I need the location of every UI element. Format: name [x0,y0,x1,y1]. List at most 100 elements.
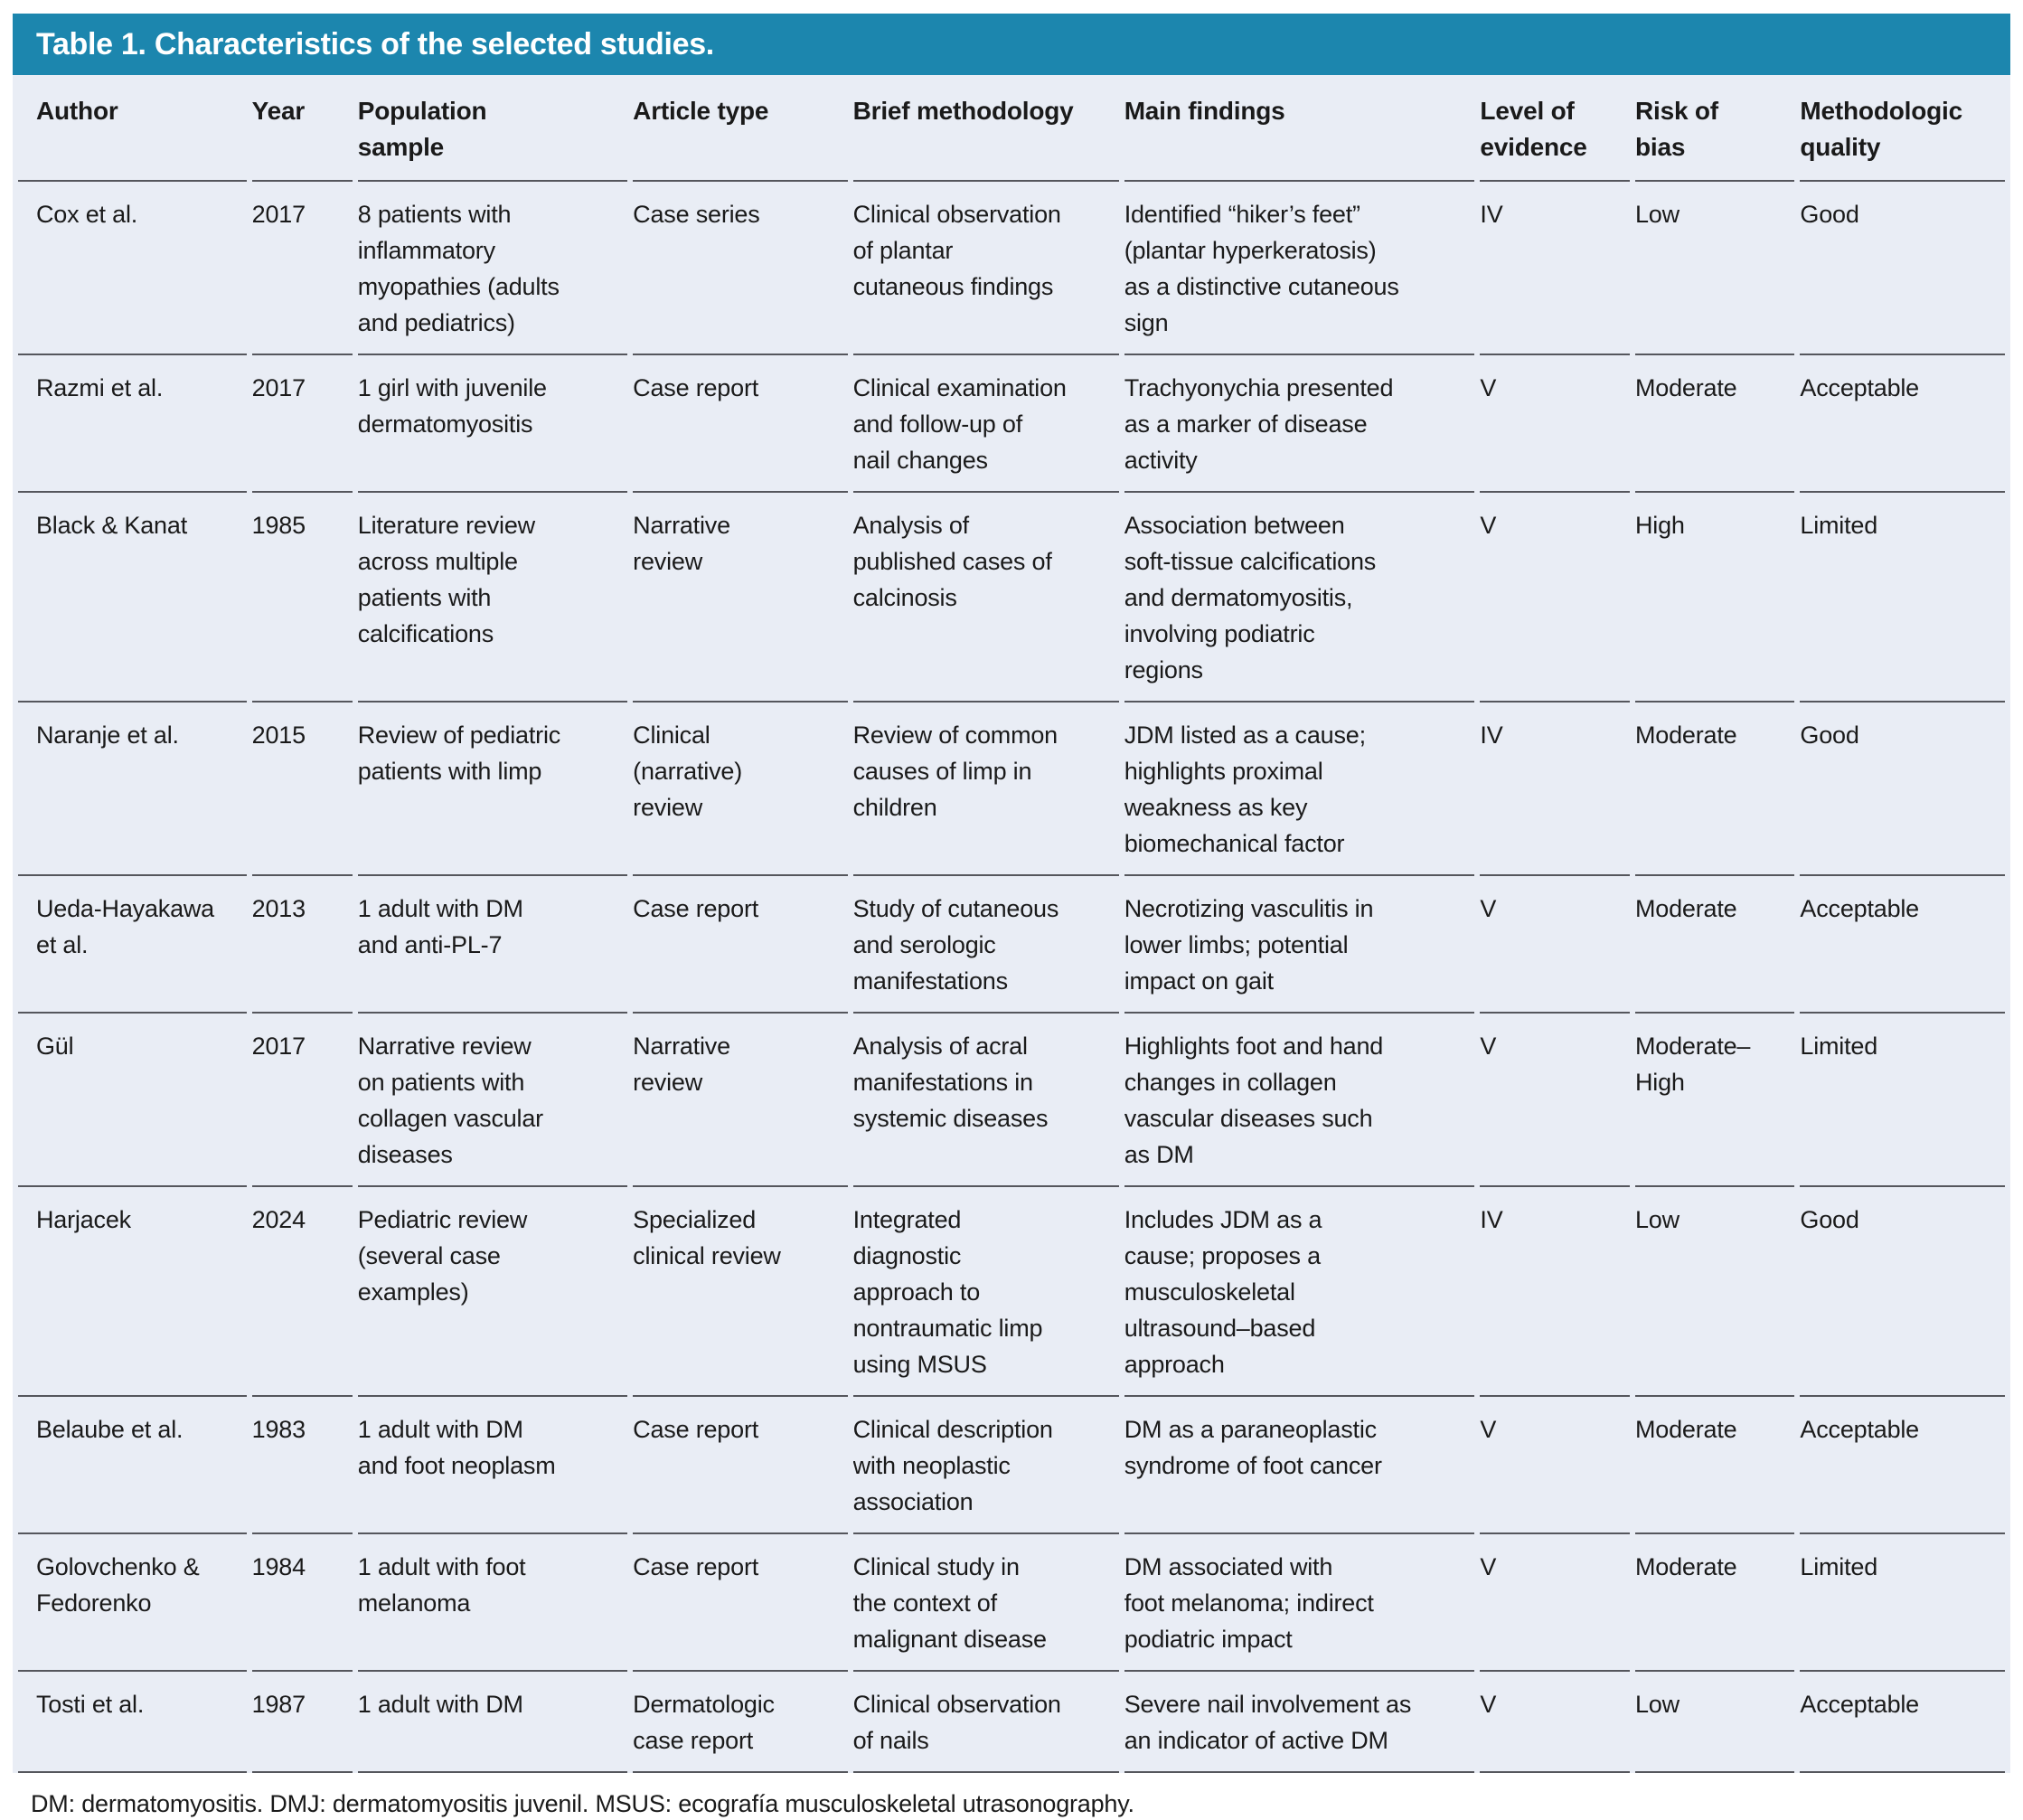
cell-year: 1985 [251,493,353,703]
cell-quality: Limited [1800,1534,2005,1672]
cell-evidence: V [1480,1397,1630,1534]
cell-article_type: Case report [633,876,848,1014]
cell-findings: Identified “hiker’s feet” (plantar hyper… [1124,182,1475,355]
cell-author: Belaube et al. [18,1397,247,1534]
column-header-findings: Main findings [1124,75,1475,182]
cell-population: Narrative review on patients with collag… [357,1014,628,1187]
cell-findings: Trachyonychia presented as a marker of d… [1124,355,1475,493]
cell-author: Tosti et al. [18,1672,247,1773]
cell-author: Gül [18,1014,247,1187]
cell-author: Ueda-Hayakawa et al. [18,876,247,1014]
cell-population: 1 adult with foot melanoma [357,1534,628,1672]
cell-findings: Association between soft-tissue calcific… [1124,493,1475,703]
cell-article_type: Case report [633,355,848,493]
cell-quality: Acceptable [1800,1397,2005,1534]
cell-quality: Acceptable [1800,876,2005,1014]
cell-population: 1 adult with DM and anti-PL-7 [357,876,628,1014]
cell-population: 8 patients with inflammatory myopathies … [357,182,628,355]
column-header-evidence: Level of evidence [1480,75,1630,182]
cell-quality: Limited [1800,493,2005,703]
cell-article_type: Case report [633,1397,848,1534]
table-row: Tosti et al. 1987 1 adult with DM Dermatolo… [18,1672,2005,1773]
table-row: Golovchenko & Fedorenko 1984 1 adult with … [18,1534,2005,1672]
cell-article_type: Case report [633,1534,848,1672]
cell-methodology: Study of cutaneous and serologic manifes… [852,876,1119,1014]
cell-methodology: Clinical observation of nails [852,1672,1119,1773]
cell-evidence: IV [1480,182,1630,355]
cell-quality: Good [1800,703,2005,876]
study-characteristics-table: Table 1. Characteristics of the selected… [13,14,2010,1820]
table-title-bar: Table 1. Characteristics of the selected… [13,14,2010,75]
cell-population: Literature review across multiple patien… [357,493,628,703]
cell-article_type: Narrative review [633,493,848,703]
cell-findings: Highlights foot and hand changes in coll… [1124,1014,1475,1187]
column-header-year: Year [251,75,353,182]
table-header: Author Year Population sample Article type B… [18,75,2005,182]
cell-author: Cox et al. [18,182,247,355]
cell-year: 2013 [251,876,353,1014]
cell-methodology: Clinical description with neoplastic ass… [852,1397,1119,1534]
cell-author: Harjacek [18,1187,247,1397]
cell-population: 1 adult with DM and foot neoplasm [357,1397,628,1534]
cell-bias: Moderate [1634,355,1795,493]
cell-year: 2017 [251,355,353,493]
table-footnote: DM: dermatomyositis. DMJ: dermatomyositi… [13,1773,2010,1820]
table-row: Ueda-Hayakawa et al. 2013 1 adult with DM … [18,876,2005,1014]
table-row: Cox et al. 2017 8 patients with inflammato… [18,182,2005,355]
cell-author: Black & Kanat [18,493,247,703]
cell-bias: High [1634,493,1795,703]
cell-article_type: Dermatologic case report [633,1672,848,1773]
cell-quality: Limited [1800,1014,2005,1187]
cell-year: 2015 [251,703,353,876]
cell-bias: Low [1634,1672,1795,1773]
cell-quality: Acceptable [1800,355,2005,493]
table-row: Gül 2017 Narrative review on patients with… [18,1014,2005,1187]
cell-methodology: Clinical study in the context of maligna… [852,1534,1119,1672]
cell-year: 2017 [251,1014,353,1187]
cell-findings: DM as a paraneoplastic syndrome of foot … [1124,1397,1475,1534]
table-row: Black & Kanat 1985 Literature review acros… [18,493,2005,703]
cell-evidence: V [1480,876,1630,1014]
cell-bias: Moderate [1634,1397,1795,1534]
studies-table: Author Year Population sample Article type B… [13,75,2010,1773]
cell-population: 1 adult with DM [357,1672,628,1773]
cell-bias: Moderate– High [1634,1014,1795,1187]
cell-methodology: Clinical examination and follow-up of na… [852,355,1119,493]
cell-author: Naranje et al. [18,703,247,876]
cell-article_type: Specialized clinical review [633,1187,848,1397]
column-header-bias: Risk of bias [1634,75,1795,182]
cell-quality: Acceptable [1800,1672,2005,1773]
cell-findings: DM associated with foot melanoma; indire… [1124,1534,1475,1672]
cell-findings: Necrotizing vasculitis in lower limbs; p… [1124,876,1475,1014]
cell-evidence: V [1480,1014,1630,1187]
cell-article_type: Narrative review [633,1014,848,1187]
column-header-author: Author [18,75,247,182]
table-row: Harjacek 2024 Pediatric review (several ca… [18,1187,2005,1397]
cell-evidence: IV [1480,703,1630,876]
cell-population: Pediatric review (several case examples) [357,1187,628,1397]
cell-methodology: Clinical observation of plantar cutaneou… [852,182,1119,355]
cell-methodology: Analysis of acral manifestations in syst… [852,1014,1119,1187]
cell-article_type: Clinical (narrative) review [633,703,848,876]
cell-bias: Moderate [1634,876,1795,1014]
cell-author: Razmi et al. [18,355,247,493]
cell-article_type: Case series [633,182,848,355]
cell-quality: Good [1800,1187,2005,1397]
table-title: Table 1. Characteristics of the selected… [36,26,714,61]
cell-methodology: Review of common causes of limp in child… [852,703,1119,876]
header-row: Author Year Population sample Article type B… [18,75,2005,182]
cell-evidence: V [1480,1672,1630,1773]
column-header-quality: Methodologic quality [1800,75,2005,182]
table-row: Belaube et al. 1983 1 adult with DM and fo… [18,1397,2005,1534]
table-body: Cox et al. 2017 8 patients with inflammato… [18,182,2005,1773]
cell-findings: Includes JDM as a cause; proposes a musc… [1124,1187,1475,1397]
cell-findings: JDM listed as a cause; highlights proxim… [1124,703,1475,876]
table-row: Razmi et al. 2017 1 girl with juvenile der… [18,355,2005,493]
cell-year: 2017 [251,182,353,355]
column-header-methodology: Brief methodology [852,75,1119,182]
cell-bias: Low [1634,1187,1795,1397]
cell-author: Golovchenko & Fedorenko [18,1534,247,1672]
cell-methodology: Integrated diagnostic approach to nontra… [852,1187,1119,1397]
cell-bias: Moderate [1634,703,1795,876]
